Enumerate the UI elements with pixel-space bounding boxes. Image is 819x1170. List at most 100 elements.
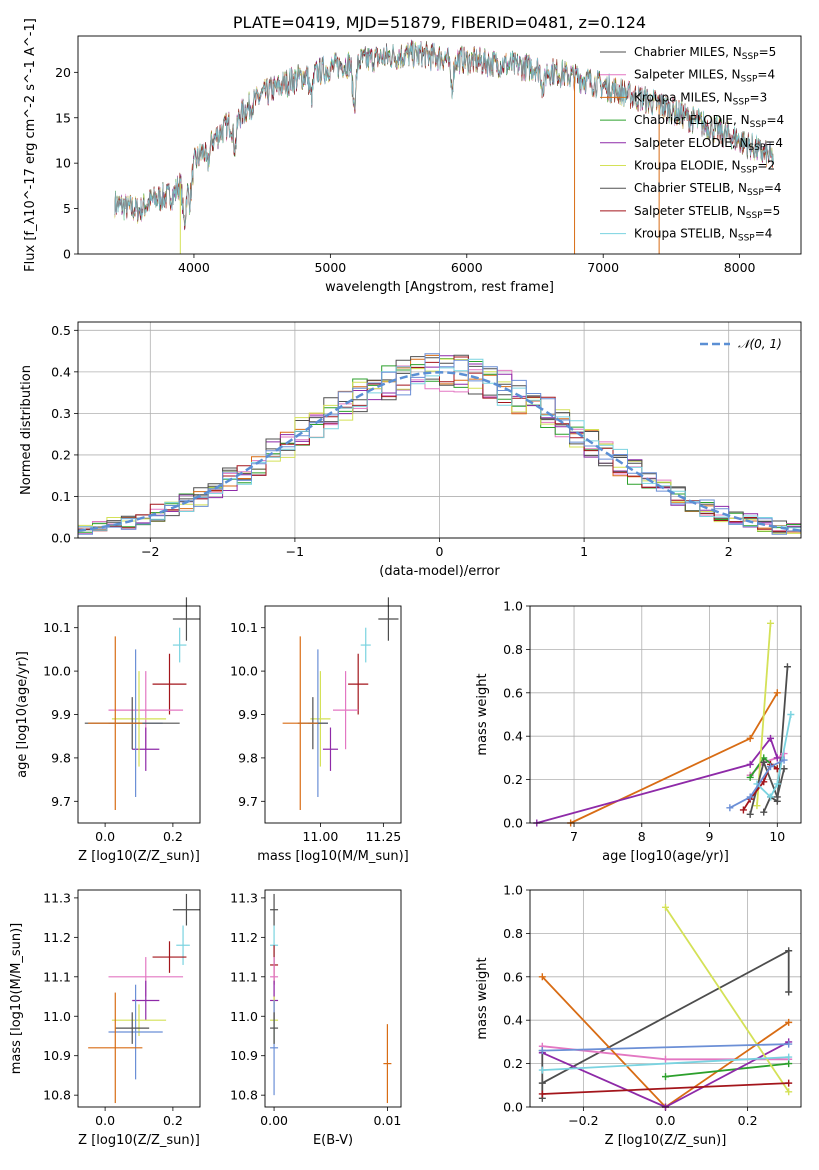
weight_vs_age-axes [526,605,801,827]
series-line [542,1056,789,1071]
y-tick-label: 0.8 [503,926,523,941]
x-tick-label: 4000 [178,260,210,275]
errorbar-point [348,653,369,715]
mass_vs_ebv-axes [261,897,388,1111]
legend-label: Chabrier ELODIE, NSSP=4 [634,113,784,130]
series-line [570,692,779,824]
series-line [664,906,790,1093]
series-marker [785,1018,793,1026]
x-tick-label: 0 [436,544,444,559]
errorbar-point [378,597,399,641]
y-tick-label: 0.2 [503,772,523,787]
errorbar-point [88,636,143,810]
chart-title: PLATE=0419, MJD=51879, FIBERID=0481, z=0… [233,13,646,32]
x-tick-label: 0.01 [373,1113,401,1128]
errorbar-point [172,627,187,663]
errorbar-point [111,671,167,767]
legend-label: Salpeter MILES, NSSP=4 [634,68,775,85]
x-tick-label: 8000 [724,260,756,275]
y-axis-label: Flux [f_λ10^-17 erg cm^-2 s^-1 A^-1] [23,18,38,272]
legend-label: Kroupa MILES, NSSP=3 [634,90,767,107]
errorbar-point [270,1012,279,1044]
y-tick-label: 0.0 [51,531,71,546]
x-tick-label: 0.0 [95,829,115,844]
y-tick-label: 10.8 [230,1088,258,1103]
x-tick-label: 7000 [587,260,619,275]
series-marker [785,1060,793,1068]
x-tick-label: 0.0 [656,1113,676,1128]
series-marker [746,734,754,742]
series-marker [538,1047,546,1055]
errorbar-point [176,925,190,965]
y-tick-label: 11.0 [230,1009,258,1024]
series-line [756,714,792,799]
series-marker [726,804,734,812]
y-tick-label: 1.0 [503,599,523,614]
series-line [542,1082,789,1095]
series-marker [746,810,754,818]
series-line [762,666,789,813]
y-tick-label: 9.7 [238,794,258,809]
series-marker [773,754,781,762]
series-marker [785,1053,793,1061]
mass_vs_Z-points [88,893,200,1104]
y-tick-label: 10.1 [43,620,71,635]
y-tick-label: 9.7 [51,794,71,809]
gaussian-curve [77,371,802,532]
series-marker [760,808,768,816]
errorbar-point [282,636,318,810]
errorbar-point [152,941,187,973]
series-marker [538,973,546,981]
errorbar-point [333,671,359,750]
weight_vs_Z-axes [526,889,801,1111]
y-tick-label: 11.2 [230,930,258,945]
y-tick-label: 0.2 [503,1056,523,1071]
y-tick-label: 9.8 [51,750,71,765]
axes-frame [77,605,201,824]
x-tick-label: 8 [638,829,646,844]
series-line [729,759,785,809]
series-marker [785,1040,793,1048]
series-marker [773,780,781,788]
y-tick-label: 10.9 [43,1048,71,1063]
y-tick-label: 9.9 [238,707,258,722]
y-tick-label: 10 [55,156,71,171]
legend-label: Chabrier MILES, NSSP=5 [634,45,776,62]
series-marker [780,765,788,773]
errorbar-point [383,1024,392,1104]
y-tick-label: 11.0 [43,1009,71,1024]
series-marker [662,903,669,911]
y-tick-label: 0.6 [503,969,523,984]
x-axis-label: Z [log10(Z/Z_sun)] [605,1133,727,1148]
series-marker [767,734,775,742]
errorbar-point [172,597,200,641]
x-tick-label: −1 [286,544,304,559]
series-line [542,1043,789,1052]
y-tick-label: 5 [63,201,71,216]
axes-frame [264,889,402,1108]
y-tick-label: 11.3 [43,890,71,905]
series-marker [767,793,775,801]
x-tick-label: 0.2 [163,829,183,844]
x-tick-label: 0.0 [95,1113,115,1128]
series-marker [780,756,788,764]
errorbar-point [108,984,163,1080]
y-tick-label: 0.1 [51,489,71,504]
series-marker [785,988,793,996]
y-axis-label: mass [log10(M/M_sun)] [9,923,24,1075]
legend-label: Kroupa ELODIE, NSSP=2 [634,159,775,176]
y-tick-label: 0.0 [503,1100,523,1115]
y-tick-label: 0.4 [503,729,523,744]
x-tick-label: −2 [141,544,159,559]
errorbar-point [132,980,160,1021]
y-tick-label: 10.8 [43,1088,71,1103]
series-marker [785,1079,793,1087]
series-marker [538,1090,546,1098]
y-tick-label: 0.2 [51,447,71,462]
legend-label: Kroupa STELIB, NSSP=4 [634,227,772,244]
errorbar-point [152,653,187,715]
axes-frame [77,889,201,1108]
age_vs_mass-axes [261,627,384,827]
y-tick-label: 11.3 [230,890,258,905]
y-tick-label: 0.5 [51,323,71,338]
